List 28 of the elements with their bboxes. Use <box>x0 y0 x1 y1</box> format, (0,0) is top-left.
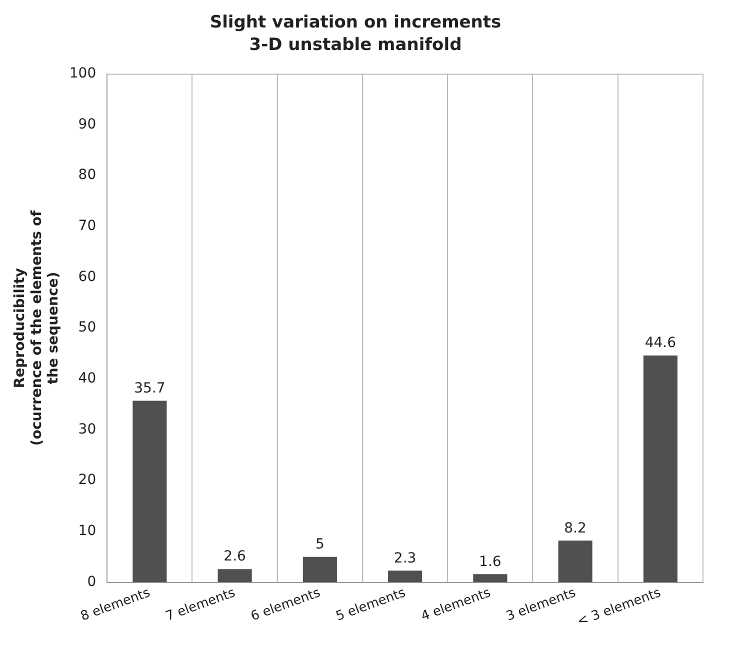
y-tick-label: 10 <box>78 523 96 540</box>
bar <box>218 569 252 582</box>
chart-subtitle: 3-D unstable manifold <box>249 35 462 56</box>
bar <box>643 356 678 582</box>
data-label: 2.3 <box>394 550 416 566</box>
y-axis-title: Reproducibility (ocurrence of the elements of the sequence) <box>12 210 62 446</box>
data-label: 5 <box>315 536 324 553</box>
bar <box>388 570 422 582</box>
y-tick-label: 60 <box>78 268 96 285</box>
y-tick-label: 50 <box>78 320 96 336</box>
y-tick-label: 80 <box>78 167 96 184</box>
y-tick-label: 100 <box>69 65 96 82</box>
y-tick-label: 90 <box>78 116 96 132</box>
chart-title: Slight variation on increments <box>210 12 502 33</box>
data-label: 2.6 <box>224 548 246 565</box>
data-label: 35.7 <box>134 380 166 396</box>
data-label: 1.6 <box>479 554 502 570</box>
y-tick-label: 0 <box>87 574 96 590</box>
bar <box>132 400 167 582</box>
data-label: 44.6 <box>644 335 676 352</box>
bar <box>473 574 508 582</box>
y-tick-label: 40 <box>78 370 96 387</box>
y-tick-label: 70 <box>78 218 96 234</box>
bar <box>302 556 337 582</box>
bar <box>558 540 592 582</box>
y-tick-label: 20 <box>78 472 96 488</box>
data-label: 8.2 <box>564 520 586 536</box>
y-tick-label: 30 <box>78 421 96 438</box>
